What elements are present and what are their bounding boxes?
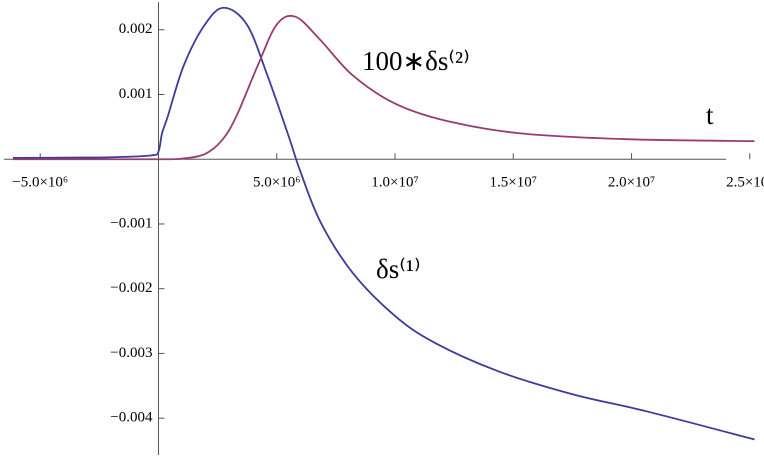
x-tick-label: 1.0×10⁷ <box>371 175 418 191</box>
x-tick-label: 5.0×10⁶ <box>253 175 300 191</box>
x-tick-label: 2.5×10⁷ <box>726 175 764 191</box>
x-tick-label: 2.0×10⁷ <box>608 175 655 191</box>
series-line <box>13 14 755 161</box>
y-tick-label: 0.001 <box>119 86 153 102</box>
x-tick-label: 1.5×10⁷ <box>490 175 537 191</box>
annotation: t <box>706 100 714 130</box>
y-tick-label: −0.002 <box>110 280 152 296</box>
y-tick-label: −0.001 <box>110 215 152 231</box>
y-tick-label: −0.004 <box>110 410 153 426</box>
annotation: 100∗δs⁽²⁾ <box>362 46 470 76</box>
series-line <box>13 6 755 441</box>
y-tick-label: −0.003 <box>110 345 152 361</box>
annotation: δs⁽¹⁾ <box>376 254 421 284</box>
x-tick-label: −5.0×10⁶ <box>12 175 68 191</box>
y-tick-label: 0.002 <box>119 21 153 37</box>
